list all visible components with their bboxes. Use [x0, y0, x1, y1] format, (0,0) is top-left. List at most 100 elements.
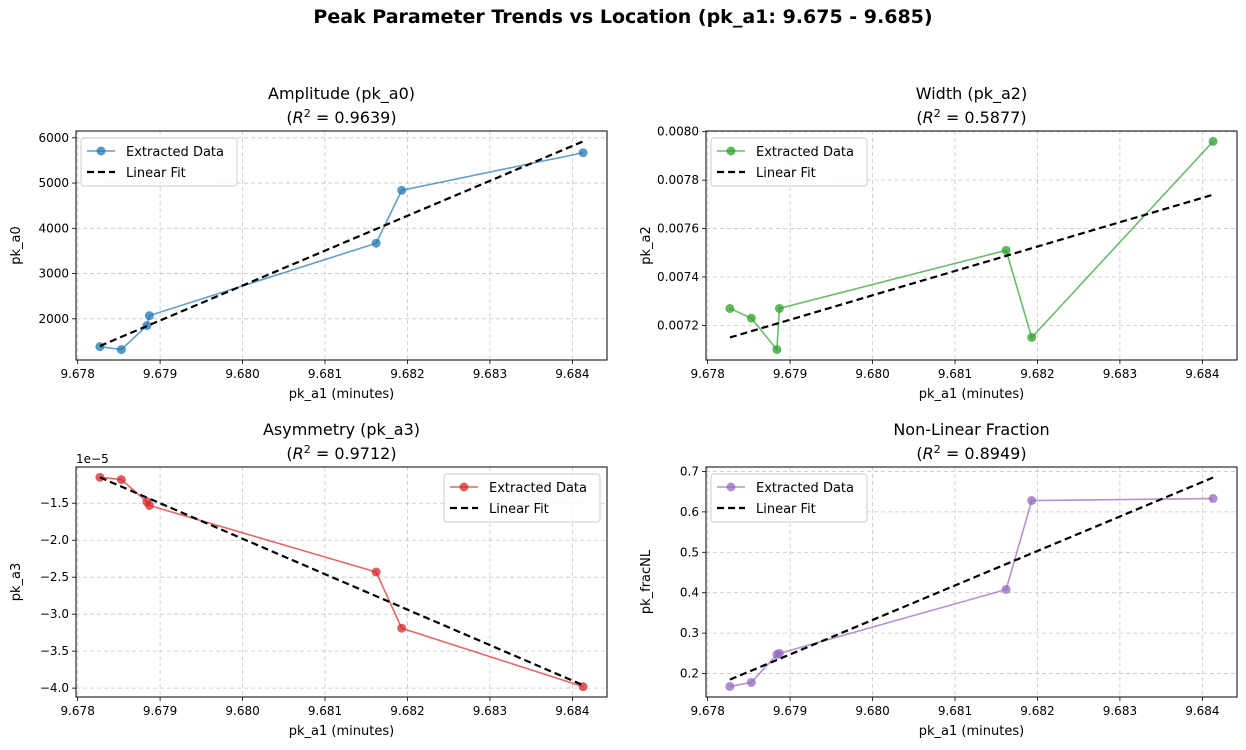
data-point: [1001, 245, 1011, 255]
y-tick-label: 0.6: [680, 505, 699, 519]
y-axis-label: pk_a2: [639, 226, 654, 265]
x-axis-label: pk_a1 (minutes): [919, 724, 1024, 739]
y-tick-label: −3.5: [40, 644, 69, 658]
x-tick-label: 9.682: [1020, 704, 1054, 718]
legend-label: Extracted Data: [126, 145, 224, 160]
subplot-title: Asymmetry (pk_a3): [263, 420, 420, 440]
r2-open: (: [916, 108, 922, 127]
x-tick-label: 9.678: [690, 704, 724, 718]
r2-equals: =: [941, 444, 965, 463]
x-tick-label: 9.684: [555, 367, 589, 381]
x-tick-label: 9.680: [855, 367, 889, 381]
data-point: [371, 238, 381, 248]
y-tick-label: 0.2: [680, 667, 699, 681]
r2-symbol: R: [923, 108, 934, 127]
legend-box: [710, 473, 868, 523]
r2-close: ): [390, 444, 396, 463]
y-tick-label: 6000: [38, 131, 69, 145]
data-point: [746, 677, 756, 687]
y-tick-label: 0.3: [680, 626, 699, 640]
y-tick-label: −4.0: [40, 681, 69, 695]
y-tick-label: 0.0080: [657, 125, 699, 139]
data-point: [142, 321, 152, 331]
r2-superscript: 2: [304, 107, 311, 120]
y-tick-label: −2.5: [40, 570, 69, 584]
x-tick-label: 9.681: [308, 704, 342, 718]
y-tick-label: 4000: [38, 221, 69, 235]
subplot-2: 9.678 9.679 9.680 9.681 9.682 9.683 9.684 0.007…: [639, 84, 1238, 402]
data-point: [578, 148, 588, 158]
y-tick-label: 0.0078: [657, 173, 699, 187]
y-tick-label: 5000: [38, 176, 69, 190]
data-point: [397, 185, 407, 195]
r2-symbol: R: [293, 444, 304, 463]
r2-value: 0.9639: [334, 108, 390, 127]
y-tick-label: −3.0: [40, 607, 69, 621]
legend: Extracted Data Linear Fit: [80, 137, 238, 187]
data-point: [772, 345, 782, 355]
legend-label: Linear Fit: [489, 502, 549, 517]
x-tick-label: 9.683: [1103, 367, 1137, 381]
x-tick-label: 9.681: [938, 704, 972, 718]
legend: Extracted Data Linear Fit: [443, 473, 601, 523]
axes-frame: [705, 466, 1238, 698]
x-tick-label: 9.684: [1185, 367, 1219, 381]
x-tick-label: 9.679: [143, 367, 177, 381]
legend: Extracted Data Linear Fit: [710, 473, 868, 523]
legend-data-marker: [96, 146, 106, 156]
data-point: [725, 681, 735, 691]
legend-label: Linear Fit: [126, 166, 186, 181]
y-tick-label: 0.7: [680, 464, 699, 478]
subplot-4: 9.678 9.679 9.680 9.681 9.682 9.683 9.684 0.2 0.…: [639, 420, 1238, 739]
y-tick-label: 0.4: [680, 586, 699, 600]
y-tick-label: −2.0: [40, 533, 69, 547]
y-tick-label: 0.5: [680, 545, 699, 559]
legend: Extracted Data Linear Fit: [710, 137, 868, 187]
subplot-title: Amplitude (pk_a0): [268, 84, 415, 104]
x-tick-label: 9.678: [60, 367, 94, 381]
linear-fit-line: [729, 193, 1214, 339]
data-point: [725, 303, 735, 313]
x-tick-label: 9.684: [555, 704, 589, 718]
data-point: [774, 648, 784, 658]
data-point: [1208, 494, 1218, 504]
y-tick-label: 0.0074: [657, 270, 699, 284]
x-axis-label: pk_a1 (minutes): [919, 387, 1024, 402]
subplot-1: 9.678 9.679 9.680 9.681 9.682 9.683 9.684 2000 3…: [9, 84, 608, 402]
data-point: [774, 303, 784, 313]
subplot-title: Width (pk_a2): [916, 84, 1027, 104]
legend-box: [80, 137, 238, 187]
data-point: [397, 623, 407, 633]
x-tick-label: 9.683: [473, 704, 507, 718]
data-point: [116, 345, 126, 355]
r2-superscript: 2: [934, 443, 941, 456]
y-axis-label: pk_fracNL: [639, 549, 654, 614]
r2-superscript: 2: [304, 443, 311, 456]
figure-title: Peak Parameter Trends vs Location (pk_a1…: [313, 6, 933, 28]
r2-equals: =: [311, 108, 335, 127]
x-tick-label: 9.682: [1020, 367, 1054, 381]
r2-equals: =: [311, 444, 335, 463]
x-tick-label: 9.679: [773, 367, 807, 381]
x-axis-label: pk_a1 (minutes): [289, 724, 394, 739]
legend-box: [443, 473, 601, 523]
data-point: [144, 311, 154, 321]
subplot-r2: (R2 = 0.9639): [286, 107, 396, 127]
x-tick-label: 9.682: [390, 367, 424, 381]
data-point: [1208, 136, 1218, 146]
x-tick-label: 9.680: [225, 704, 259, 718]
data-point: [1027, 496, 1037, 506]
data-point: [746, 313, 756, 323]
data-point: [1027, 332, 1037, 342]
r2-value: 0.5877: [964, 108, 1020, 127]
subplot-title: Non-Linear Fraction: [893, 420, 1049, 439]
y-tick-label: 0.0072: [657, 318, 699, 332]
data-point: [371, 567, 381, 577]
legend-data-marker: [726, 146, 736, 156]
x-tick-label: 9.681: [938, 367, 972, 381]
axes-frame: [705, 130, 1238, 361]
x-tick-label: 9.684: [1185, 704, 1219, 718]
legend-box: [710, 137, 868, 187]
y-tick-label: 0.0076: [657, 222, 699, 236]
